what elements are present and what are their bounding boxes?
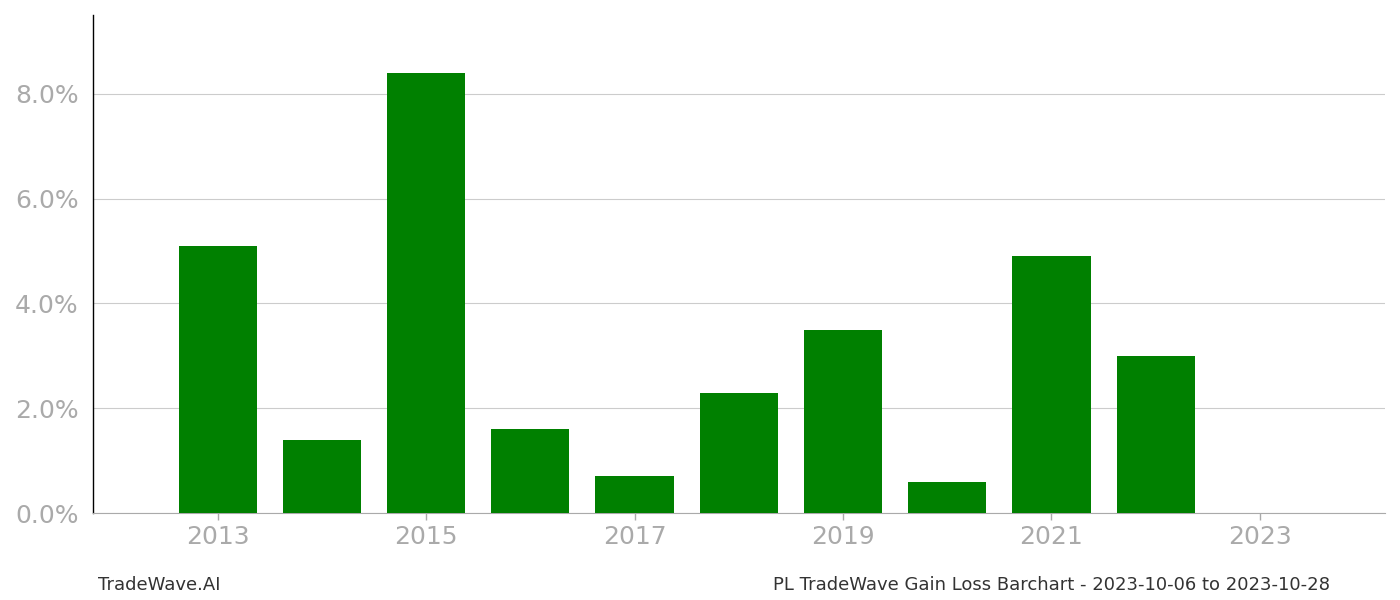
Bar <box>179 246 256 513</box>
Bar <box>909 482 987 513</box>
Bar <box>1012 256 1091 513</box>
Text: PL TradeWave Gain Loss Barchart - 2023-10-06 to 2023-10-28: PL TradeWave Gain Loss Barchart - 2023-1… <box>773 576 1330 594</box>
Bar <box>386 73 465 513</box>
Bar <box>1117 356 1194 513</box>
Bar <box>804 329 882 513</box>
Bar <box>491 429 570 513</box>
Text: TradeWave.AI: TradeWave.AI <box>98 576 221 594</box>
Bar <box>595 476 673 513</box>
Bar <box>700 392 778 513</box>
Bar <box>283 440 361 513</box>
